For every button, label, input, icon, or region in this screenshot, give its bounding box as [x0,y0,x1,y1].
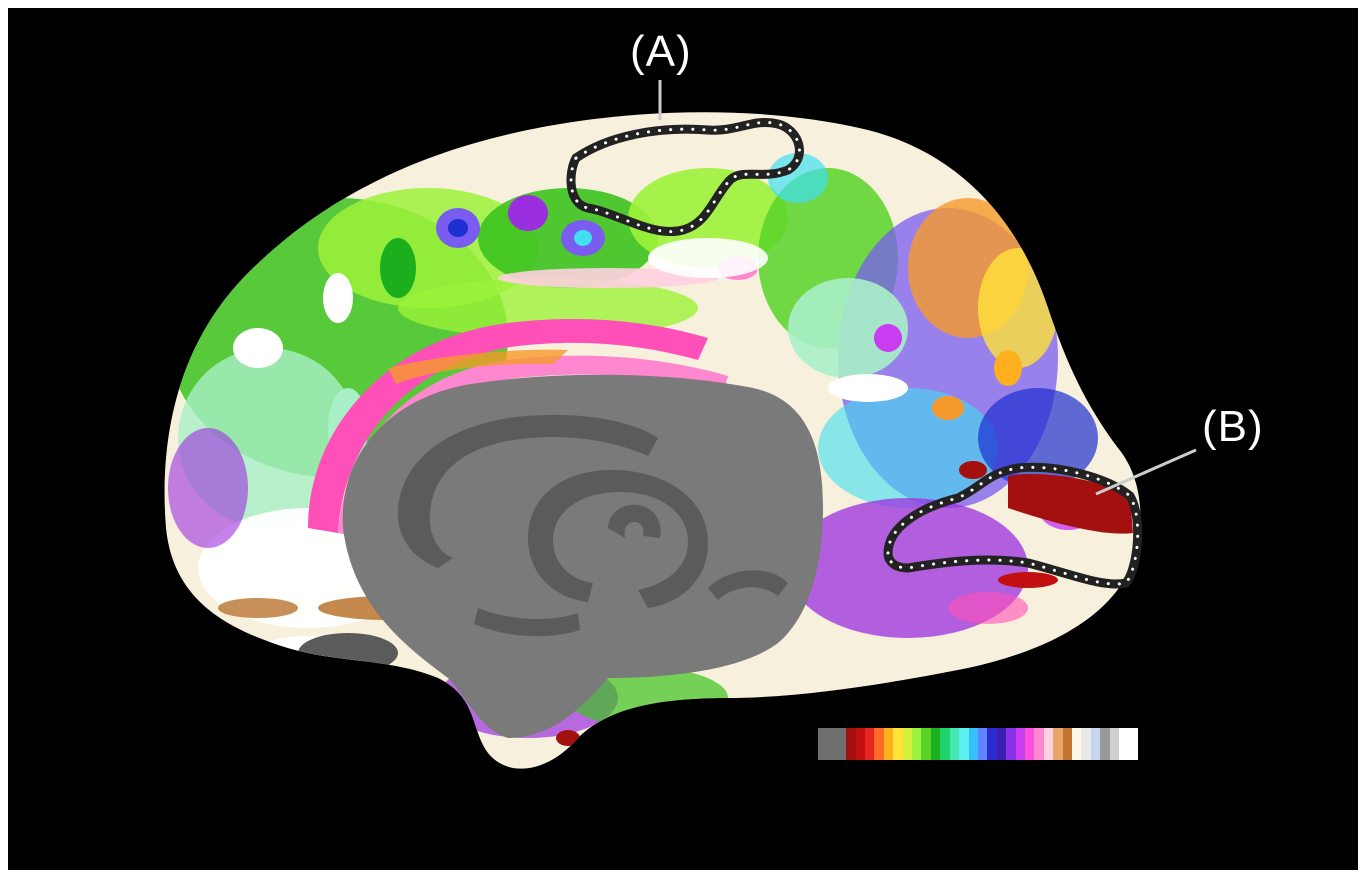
color-legend-swatch [846,728,856,760]
color-legend-swatch [1062,728,1072,760]
color-legend-swatch [1128,728,1138,760]
color-legend-swatch [865,728,875,760]
color-legend-swatch [1071,728,1082,760]
region-b-outline [883,462,1143,589]
color-legend-swatch [968,728,978,760]
color-legend-swatch [921,728,931,760]
color-legend-swatch [1006,728,1016,760]
figure-frame: (A) (B) [8,8,1358,870]
color-legend-swatch [874,728,884,760]
color-legend-swatch [1015,728,1025,760]
color-legend-swatch [977,728,988,760]
color-legend-swatch [836,728,847,760]
color-legend-swatch [996,728,1007,760]
color-legend-swatch [1090,728,1101,760]
color-legend-swatch [1024,728,1035,760]
color-legend-swatch [959,728,969,760]
color-legend-swatch [1043,728,1054,760]
color-legend-swatch [818,728,828,760]
color-legend-swatch [855,728,866,760]
color-legend-swatch [1034,728,1044,760]
color-legend-swatch [1100,728,1110,760]
color-legend-swatch [1053,728,1063,760]
color-legend-swatch [902,728,913,760]
color-legend-swatch [1109,728,1119,760]
medial-wall [342,374,823,738]
color-legend-swatch [940,728,950,760]
color-legend-swatch [827,728,837,760]
color-legend-swatch [1119,728,1129,760]
color-legend-swatch [912,728,922,760]
label-b-leader [1095,448,1197,496]
color-legend-swatch [930,728,941,760]
color-legend-swatch [987,728,997,760]
brain-surface-figure [164,80,1197,769]
color-legend-bar [818,728,1138,760]
color-legend-swatch [893,728,903,760]
color-legend-swatch [949,728,960,760]
region-label-a: (A) [630,27,692,76]
color-legend-swatch [883,728,894,760]
region-label-b: (B) [1202,402,1264,451]
color-legend-swatch [1081,728,1091,760]
